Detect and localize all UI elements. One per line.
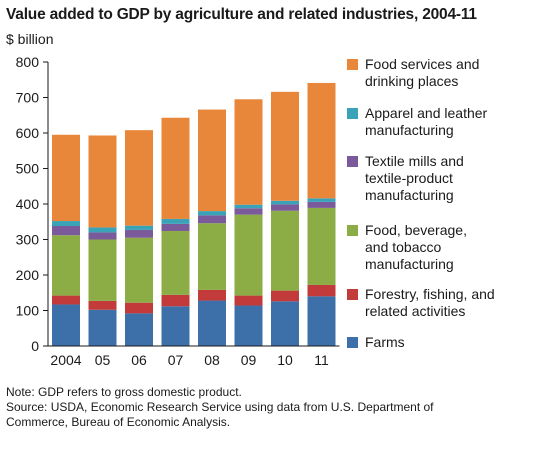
legend-swatch-textile: [347, 156, 358, 167]
legend-swatch-apparel: [347, 108, 358, 119]
stacked-bar-chart: 0 100 200 300 400 500 600 700 800 2004 05 06 07 08 09 1…: [16, 54, 340, 368]
bar-segment-food-09: [234, 214, 263, 296]
bar-segment-apparel-05: [88, 227, 117, 233]
bar-segment-apparel-08: [198, 211, 226, 216]
bar-segment-textile-2004: [52, 226, 80, 236]
bar-segment-apparel-06: [125, 225, 153, 230]
legend-item-forestry: Forestry, fishing, and related activitie…: [347, 286, 545, 320]
bar-segment-farms-09: [234, 305, 263, 346]
x-tick-label: 07: [168, 352, 184, 368]
bar-segment-food-11: [307, 82, 336, 199]
note-gdp: Note: GDP refers to gross domestic produ…: [6, 385, 242, 399]
bar-segment-farms-11: [307, 296, 336, 346]
x-tick-label: 09: [241, 352, 257, 368]
bar-segment-textile-10: [271, 204, 299, 211]
bar-segment-forestry-09: [234, 295, 263, 306]
bar-segment-food-07: [161, 117, 190, 219]
chart-legend: Food services and drinking places Appare…: [347, 0, 545, 360]
bar-segment-food-05: [88, 239, 117, 301]
chart-title: Value added to GDP by agriculture and re…: [6, 6, 477, 23]
bar-segment-food-08: [198, 109, 226, 212]
bar-segment-food-06: [125, 237, 153, 303]
bar-segment-food-2004: [52, 134, 80, 222]
bar-segment-forestry-08: [198, 289, 226, 301]
bar-segment-apparel-09: [234, 204, 263, 209]
x-tick-label: 08: [204, 352, 220, 368]
x-tick-label: 2004: [50, 352, 81, 368]
bar-segment-farms-2004: [52, 304, 80, 346]
bar-segment-food-07: [161, 230, 190, 295]
bar-segment-forestry-06: [125, 302, 153, 314]
legend-swatch-forestry: [347, 289, 358, 300]
y-tick-label: 700: [16, 90, 40, 106]
legend-swatch-food-beverage: [347, 225, 358, 236]
legend-swatch-farms: [347, 337, 358, 348]
chart-notes: Note: GDP refers to gross domestic produ…: [6, 385, 541, 430]
y-tick-label: 600: [16, 125, 40, 141]
bar-segment-forestry-07: [161, 294, 190, 307]
legend-label-forestry: Forestry, fishing, and related activitie…: [365, 286, 495, 319]
y-tick-label: 0: [31, 338, 39, 354]
legend-label-textile: Textile mills and textile-product manufa…: [365, 153, 464, 203]
bar-segment-forestry-05: [88, 300, 117, 310]
bar-segment-food-06: [125, 130, 153, 226]
legend-label-food-services: Food services and drinking places: [365, 56, 480, 89]
bar-segment-textile-08: [198, 215, 226, 224]
bar-segment-farms-06: [125, 313, 153, 346]
bar-segment-farms-10: [271, 301, 299, 346]
bar-segment-food-08: [198, 223, 226, 290]
bar-segment-apparel-07: [161, 218, 190, 224]
y-tick-label: 500: [16, 161, 40, 177]
bar-segment-food-10: [271, 210, 299, 291]
legend-item-textile: Textile mills and textile-product manufa…: [347, 153, 545, 204]
bar-segment-food-09: [234, 99, 263, 205]
y-axis-unit-label: $ billion: [6, 31, 54, 47]
y-tick-label: 300: [16, 232, 40, 248]
bar-segment-forestry-11: [307, 284, 336, 297]
bar-segment-textile-05: [88, 232, 117, 240]
bar-segment-textile-09: [234, 208, 263, 215]
legend-item-food-services: Food services and drinking places: [347, 56, 545, 90]
y-tick-label: 800: [16, 54, 40, 70]
legend-swatch-food-services: [347, 59, 358, 70]
bar-segment-apparel-2004: [52, 221, 80, 227]
x-tick-label: 11: [314, 352, 329, 368]
y-tick-label: 100: [16, 303, 40, 319]
x-tick-label: 06: [131, 352, 147, 368]
bar-segment-forestry-2004: [52, 295, 80, 305]
legend-label-apparel: Apparel and leather manufacturing: [365, 105, 488, 138]
x-tick-label: 05: [95, 352, 111, 368]
bar-segment-apparel-11: [307, 198, 336, 202]
legend-label-farms: Farms: [365, 334, 405, 350]
note-source-line-2: Commerce, Bureau of Economic Analysis.: [6, 415, 231, 429]
bar-segment-farms-08: [198, 300, 226, 346]
bar-segment-farms-05: [88, 309, 117, 346]
bar-segment-food-10: [271, 91, 299, 201]
x-tick-label: 10: [277, 352, 293, 368]
bar-segment-apparel-10: [271, 200, 299, 205]
legend-item-food-beverage: Food, beverage, and tobacco manufacturin…: [347, 222, 545, 273]
legend-item-farms: Farms: [347, 334, 545, 351]
bar-segment-food-05: [88, 135, 117, 228]
y-tick-label: 400: [16, 196, 40, 212]
bar-segment-food-2004: [52, 235, 80, 296]
note-source-line-1: Source: USDA, Economic Research Service …: [6, 400, 434, 414]
bar-segment-food-11: [307, 207, 336, 285]
bar-segment-textile-11: [307, 201, 336, 208]
bar-segment-farms-07: [161, 306, 190, 346]
bar-segment-forestry-10: [271, 290, 299, 302]
legend-label-food-beverage: Food, beverage, and tobacco manufacturin…: [365, 222, 467, 272]
bar-segment-textile-06: [125, 229, 153, 238]
y-tick-label: 200: [16, 267, 40, 283]
bar-segment-textile-07: [161, 223, 190, 231]
legend-item-apparel: Apparel and leather manufacturing: [347, 105, 545, 139]
